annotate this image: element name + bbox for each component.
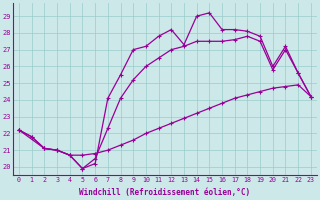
X-axis label: Windchill (Refroidissement éolien,°C): Windchill (Refroidissement éolien,°C) [79, 188, 251, 197]
